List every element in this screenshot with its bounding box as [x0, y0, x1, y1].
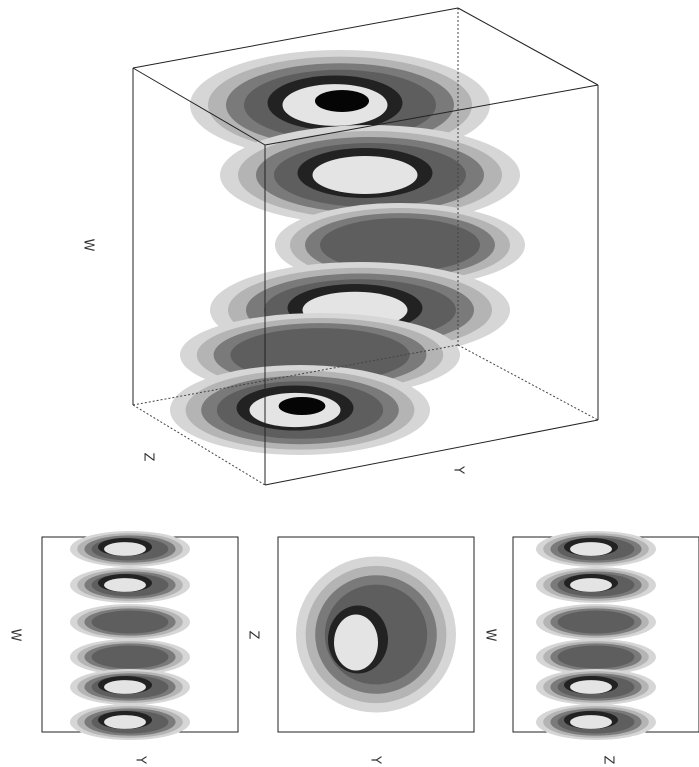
axis-label: Z: [601, 756, 616, 765]
volume-rendering: [170, 50, 525, 455]
axis-label: Y: [133, 755, 148, 764]
axis-label: Z: [246, 631, 261, 640]
projections: [42, 531, 699, 740]
blob-core: [104, 680, 146, 694]
box-edge: [458, 345, 598, 420]
blob-layer: [92, 645, 169, 668]
box-edge: [458, 8, 598, 85]
axis-label: W: [8, 629, 23, 642]
blob-core: [104, 715, 146, 729]
figure: W Z Y W Y Z Y W Z: [0, 0, 699, 767]
blob-core: [570, 680, 612, 694]
blob-core: [570, 542, 612, 556]
blob-layer: [92, 610, 169, 633]
axis-label: W: [81, 239, 96, 252]
axis-label: Y: [368, 755, 383, 764]
blob-layer: [558, 645, 635, 668]
axis-label: Z: [141, 453, 156, 462]
blob-core: [315, 90, 369, 112]
blob-core: [279, 397, 326, 415]
blob-core: [334, 615, 378, 671]
axis-label: Y: [451, 465, 466, 474]
blob-core: [313, 156, 418, 194]
axis-label: W: [483, 629, 498, 642]
blob-core: [570, 715, 612, 729]
blob-layer: [558, 610, 635, 633]
blob-core: [570, 578, 612, 592]
blob-core: [104, 578, 146, 592]
blob-core: [104, 542, 146, 556]
